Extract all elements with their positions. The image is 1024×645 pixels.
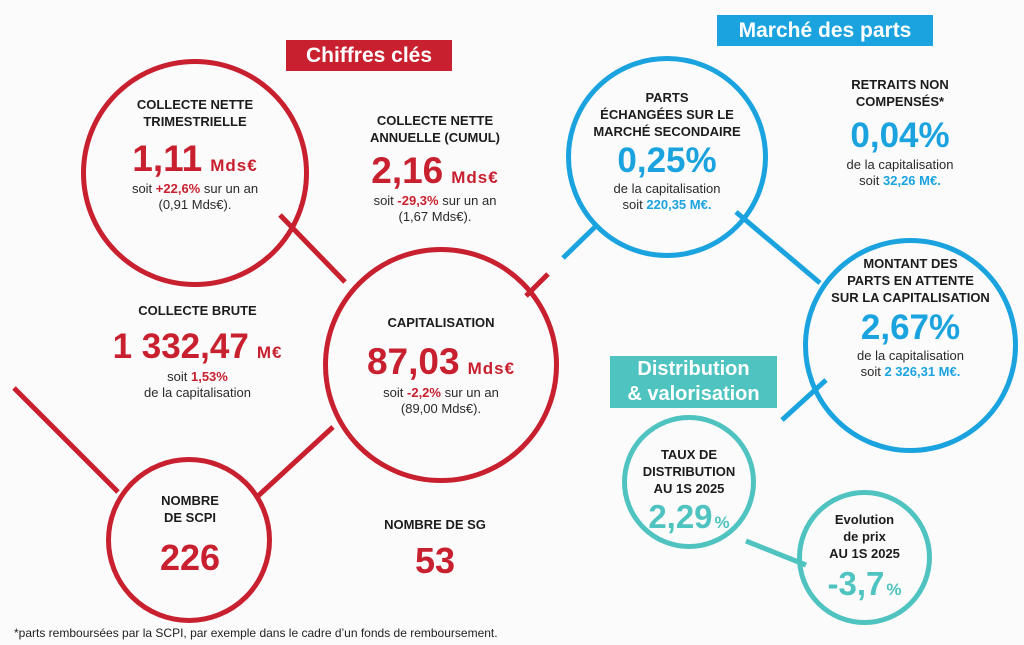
stat-subtext: soit 1,53% de la capitalisation	[144, 369, 251, 400]
stat-value: 1 332,47 M€	[112, 327, 283, 366]
stat-label: Evolution de prix AU 1S 2025	[829, 512, 900, 561]
stat-value: 2,29%	[648, 498, 730, 535]
section-title-line: & valorisation	[627, 383, 760, 405]
connector-line	[256, 425, 335, 498]
stat-value: 2,67%	[860, 308, 961, 347]
stat-parts-en-attente: MONTANT DES PARTS EN ATTENTE SUR LA CAPITA…	[806, 255, 1015, 380]
stat-unit: %	[714, 513, 730, 532]
stat-value: 0,25%	[617, 141, 717, 180]
section-title-chiffres-cles: Chiffres clés	[286, 40, 452, 71]
stat-label: COLLECTE NETTE ANNUELLE (CUMUL)	[370, 113, 500, 145]
ring-nombre-scpi	[106, 457, 272, 623]
stat-label: NOMBRE DE SCPI	[161, 493, 219, 525]
stat-nombre-scpi: NOMBRE DE SCPI 226	[110, 492, 270, 576]
stat-taux-distribution: TAUX DE DISTRIBUTION AU 1S 2025 2,29%	[626, 446, 752, 533]
stat-retraits-non-compenses: RETRAITS NON COMPENSÉS* 0,04% de la capit…	[800, 76, 1000, 189]
stat-capitalisation: CAPITALISATION 87,03 Mds€ soit -2,2% sur …	[338, 314, 544, 417]
stat-label: NOMBRE DE SG	[384, 517, 486, 532]
stat-label: TAUX DE DISTRIBUTION AU 1S 2025	[642, 447, 736, 496]
stat-value: 1,11 Mds€	[132, 138, 258, 179]
stat-value: 0,04%	[850, 116, 950, 155]
connector-line	[561, 222, 600, 260]
stat-evolution-prix: Evolution de prix AU 1S 2025 -3,7%	[801, 511, 928, 600]
connector-line	[12, 386, 120, 494]
stat-unit: Mds€	[451, 168, 499, 187]
stat-subtext: de la capitalisation soit 32,26 M€.	[846, 157, 954, 188]
ring-collecte-nette-trimestrielle	[81, 59, 309, 287]
ring-taux-distribution	[622, 415, 756, 549]
stat-unit: Mds€	[467, 359, 516, 378]
stat-label: CAPITALISATION	[387, 315, 495, 330]
stat-subtext: de la capitalisation soit 2 326,31 M€.	[857, 348, 964, 379]
stat-subtext: soit -2,2% sur un an (89,00 Mds€).	[383, 385, 499, 416]
stat-subtext: de la capitalisation soit 220,35 M€.	[613, 181, 721, 212]
ring-parts-attente	[803, 238, 1018, 453]
stat-collecte-nette-annuelle: COLLECTE NETTE ANNUELLE (CUMUL) 2,16 Mds€ …	[335, 112, 535, 225]
stat-unit: %	[886, 580, 902, 599]
ring-parts-echangees	[566, 56, 768, 258]
stat-label: COLLECTE BRUTE	[138, 303, 257, 318]
stat-collecte-nette-trimestrielle: COLLECTE NETTE TRIMESTRIELLE 1,11 Mds€ soi…	[95, 96, 295, 213]
stat-subtext: soit -29,3% sur un an (1,67 Mds€).	[373, 193, 497, 224]
stat-label: PARTS ÉCHANGÉES SUR LE MARCHÉ SECONDAIRE	[593, 90, 741, 139]
ring-evolution-prix	[797, 490, 932, 625]
stat-unit: M€	[256, 343, 283, 362]
stat-value: 2,16 Mds€	[371, 150, 499, 191]
stat-value: 87,03 Mds€	[366, 341, 516, 382]
ring-capitalisation	[323, 247, 559, 483]
stat-label: RETRAITS NON COMPENSÉS*	[851, 77, 949, 109]
connector-line	[745, 538, 807, 568]
section-title-marche-des-parts: Marché des parts	[717, 15, 933, 46]
section-title-distribution-valorisation: Distribution & valorisation	[610, 356, 777, 408]
stat-subtext: soit +22,6% sur un an (0,91 Mds€).	[131, 181, 259, 212]
stat-label: COLLECTE NETTE TRIMESTRIELLE	[136, 97, 254, 129]
stat-label: MONTANT DES PARTS EN ATTENTE SUR LA CAPITA…	[831, 256, 990, 305]
connector-line	[734, 210, 822, 285]
stat-value: -3,7%	[827, 565, 902, 602]
stat-value: 53	[414, 540, 456, 581]
section-title-line: Distribution	[637, 358, 750, 380]
stat-value: 226	[159, 537, 221, 578]
footnote: *parts remboursées par la SCPI, par exem…	[14, 626, 498, 640]
stat-collecte-brute: COLLECTE BRUTE 1 332,47 M€ soit 1,53% de l…	[85, 302, 310, 401]
stat-nombre-sg: NOMBRE DE SG 53	[355, 516, 515, 579]
stat-parts-echangees: PARTS ÉCHANGÉES SUR LE MARCHÉ SECONDAIRE 0…	[571, 89, 763, 213]
stat-unit: Mds€	[210, 156, 258, 175]
